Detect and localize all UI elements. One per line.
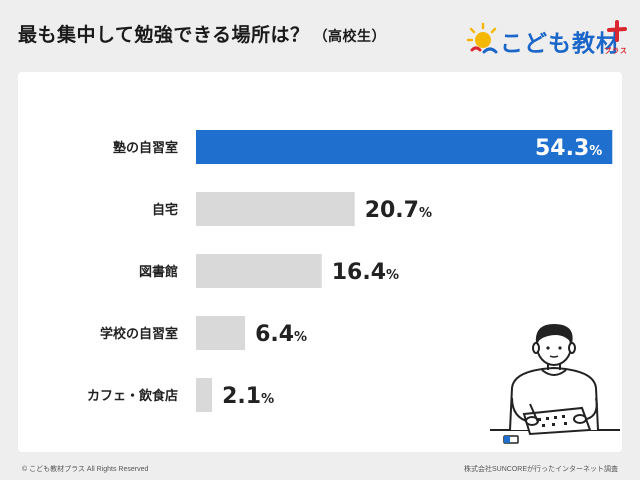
category-label: カフェ・飲食店 bbox=[87, 388, 178, 404]
brand-logo: こども教材 プラス bbox=[466, 20, 634, 60]
category-label: 自宅 bbox=[152, 202, 178, 218]
source-note: 株式会社SUNCOREが行ったインターネット調査 bbox=[463, 466, 618, 473]
title-text: 最も集中して勉強できる場所は？ bbox=[18, 24, 310, 46]
value-label: 6.4% bbox=[255, 322, 307, 347]
copyright-notice: © こども教材プラス All Rights Reserved bbox=[22, 466, 149, 473]
value-label: 20.7% bbox=[365, 198, 432, 223]
bar bbox=[196, 378, 213, 412]
category-label: 図書館 bbox=[139, 264, 178, 280]
value-label: 54.3% bbox=[535, 136, 602, 161]
bar bbox=[196, 254, 322, 288]
category-label: 学校の自習室 bbox=[100, 326, 178, 342]
category-label: 塾の自習室 bbox=[113, 140, 178, 156]
plus-logo-icon bbox=[607, 20, 627, 42]
sun-logo-icon bbox=[466, 22, 498, 54]
value-label: 2.1% bbox=[222, 384, 274, 409]
title-subtitle: （高校生） bbox=[313, 29, 387, 45]
logo-plus-label: プラス bbox=[604, 47, 628, 55]
value-label: 16.4% bbox=[332, 260, 399, 285]
student-studying-icon bbox=[490, 324, 620, 444]
bar bbox=[196, 316, 246, 350]
bar-chart: 塾の自習室 54.3% 自宅 20.7% 図書館 16.4% 学校の自習室 6.4% カフェ・飲… bbox=[87, 130, 613, 412]
page-title: 最も集中して勉強できる場所は？ （高校生） bbox=[18, 20, 386, 47]
bar bbox=[196, 192, 355, 226]
chart-panel: 塾の自習室 54.3% 自宅 20.7% 図書館 16.4% 学校の自習室 6.4% カフェ・飲… bbox=[18, 72, 622, 452]
bar bbox=[196, 130, 613, 164]
logo-text: こども教材 bbox=[500, 31, 620, 57]
